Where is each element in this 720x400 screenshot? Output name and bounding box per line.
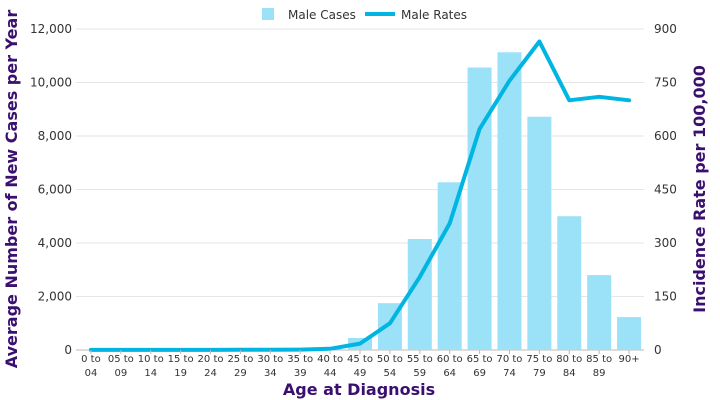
legend: Male Cases Male Rates <box>262 8 467 22</box>
x-tick-label-line: 59 <box>413 368 426 379</box>
x-tick-label-line: 05 to <box>108 354 134 365</box>
x-tick-label: 0 to 04 <box>81 354 101 379</box>
x-tick-label-line: 89 <box>593 368 606 379</box>
legend-item-male-rates[interactable]: Male Rates <box>365 8 467 22</box>
line-male-rates <box>88 39 632 352</box>
x-tick-label-line: 45 to <box>347 354 373 365</box>
x-tick-label-line: 35 to <box>287 354 313 365</box>
legend-label-male-rates: Male Rates <box>401 8 467 22</box>
x-tick-label-line: 55 to <box>407 354 433 365</box>
right-tick-label: 900 <box>654 22 677 36</box>
x-tick-label-line: 49 <box>354 368 367 379</box>
right-tick-label: 300 <box>654 236 677 250</box>
x-tick-label-line: 50 to <box>377 354 403 365</box>
x-tick-label: 65 to 69 <box>467 354 493 379</box>
left-tick-label: 10,000 <box>30 76 72 90</box>
left-tick-label: 12,000 <box>30 22 72 36</box>
x-tick-label: 70 to 74 <box>496 354 522 379</box>
right-tick-label: 450 <box>654 183 677 197</box>
x-tick-label-line: 25 to <box>227 354 253 365</box>
left-axis-ticks: 0 2,000 4,000 6,000 8,000 10,000 12,000 <box>30 22 72 357</box>
x-tick-label: 55 to 59 <box>407 354 433 379</box>
right-tick-label: 0 <box>654 343 662 357</box>
x-tick-label-line: 40 to <box>317 354 343 365</box>
left-tick-label: 0 <box>64 343 72 357</box>
right-axis-ticks: 0 150 300 450 600 750 900 <box>654 22 677 357</box>
x-tick-label: 90+ <box>618 354 639 365</box>
bar-male-cases <box>497 52 522 351</box>
x-tick-label: 35 to 39 <box>287 354 313 379</box>
x-tick-label-line: 34 <box>264 368 277 379</box>
left-tick-label: 8,000 <box>38 129 72 143</box>
line-series <box>88 39 632 352</box>
x-tick-label-line: 29 <box>234 368 247 379</box>
right-tick-label: 600 <box>654 129 677 143</box>
x-tick-label-line: 14 <box>144 368 157 379</box>
x-tick-label-line: 19 <box>174 368 187 379</box>
x-tick-label: 25 to 29 <box>227 354 253 379</box>
x-tick-label: 45 to 49 <box>347 354 373 379</box>
x-tick-label-line: 15 to <box>168 354 194 365</box>
x-tick-label: 80 to 84 <box>556 354 582 379</box>
x-tick-label-line: 24 <box>204 368 217 379</box>
x-tick-label-line: 0 to <box>81 354 101 365</box>
x-tick-label-line: 74 <box>503 368 516 379</box>
left-tick-label: 4,000 <box>38 236 72 250</box>
x-tick-label-line: 84 <box>563 368 576 379</box>
x-tick-label-line: 30 to <box>257 354 283 365</box>
x-tick-label: 60 to 64 <box>437 354 463 379</box>
x-tick-label-line: 64 <box>443 368 456 379</box>
x-tick-label-line: 70 to <box>496 354 522 365</box>
bar-male-cases <box>407 238 432 350</box>
bar-male-cases <box>587 275 612 350</box>
bar-male-cases <box>617 317 642 350</box>
bar-male-cases <box>467 67 492 351</box>
x-tick-label-line: 79 <box>533 368 546 379</box>
x-tick-label-line: 44 <box>324 368 337 379</box>
x-tick-label-line: 10 to <box>138 354 164 365</box>
right-tick-label: 750 <box>654 76 677 90</box>
bar-male-cases <box>437 182 462 350</box>
x-tick-label: 75 to 79 <box>526 354 552 379</box>
x-tick-label-line: 90+ <box>618 354 639 365</box>
x-tick-label-line: 60 to <box>437 354 463 365</box>
x-tick-label-line: 85 to <box>586 354 612 365</box>
x-tick-label-line: 39 <box>294 368 307 379</box>
x-tick-label: 05 to 09 <box>108 354 134 379</box>
right-tick-label: 150 <box>654 290 677 304</box>
x-tick-label: 30 to 34 <box>257 354 283 379</box>
x-tick-label-line: 65 to <box>467 354 493 365</box>
x-tick-label: 20 to 24 <box>198 354 224 379</box>
right-axis-title: Incidence Rate per 100,000 <box>690 65 709 313</box>
x-axis-title: Age at Diagnosis <box>283 380 435 399</box>
x-tick-label-line: 54 <box>384 368 397 379</box>
x-tick-label: 50 to 54 <box>377 354 403 379</box>
x-tick-label: 40 to 44 <box>317 354 343 379</box>
legend-swatch-bar <box>262 8 274 20</box>
x-tick-label-line: 75 to <box>526 354 552 365</box>
left-tick-label: 6,000 <box>38 183 72 197</box>
x-tick-label-line: 09 <box>114 368 127 379</box>
x-tick-label-line: 69 <box>473 368 486 379</box>
x-tick-label: 15 to 19 <box>168 354 194 379</box>
x-tick-label-line: 80 to <box>556 354 582 365</box>
legend-label-male-cases: Male Cases <box>288 8 356 22</box>
x-tick-label-line: 04 <box>85 368 98 379</box>
legend-item-male-cases[interactable]: Male Cases <box>262 8 356 22</box>
bar-series <box>78 52 642 351</box>
bar-male-cases <box>557 216 582 350</box>
x-tick-label: 10 to 14 <box>138 354 164 379</box>
bar-male-cases <box>527 116 552 351</box>
gridlines <box>76 28 644 351</box>
x-tick-label-line: 20 to <box>198 354 224 365</box>
left-axis-title: Average Number of New Cases per Year <box>2 10 21 369</box>
x-tick-label: 85 to 89 <box>586 354 612 379</box>
left-tick-label: 2,000 <box>38 290 72 304</box>
